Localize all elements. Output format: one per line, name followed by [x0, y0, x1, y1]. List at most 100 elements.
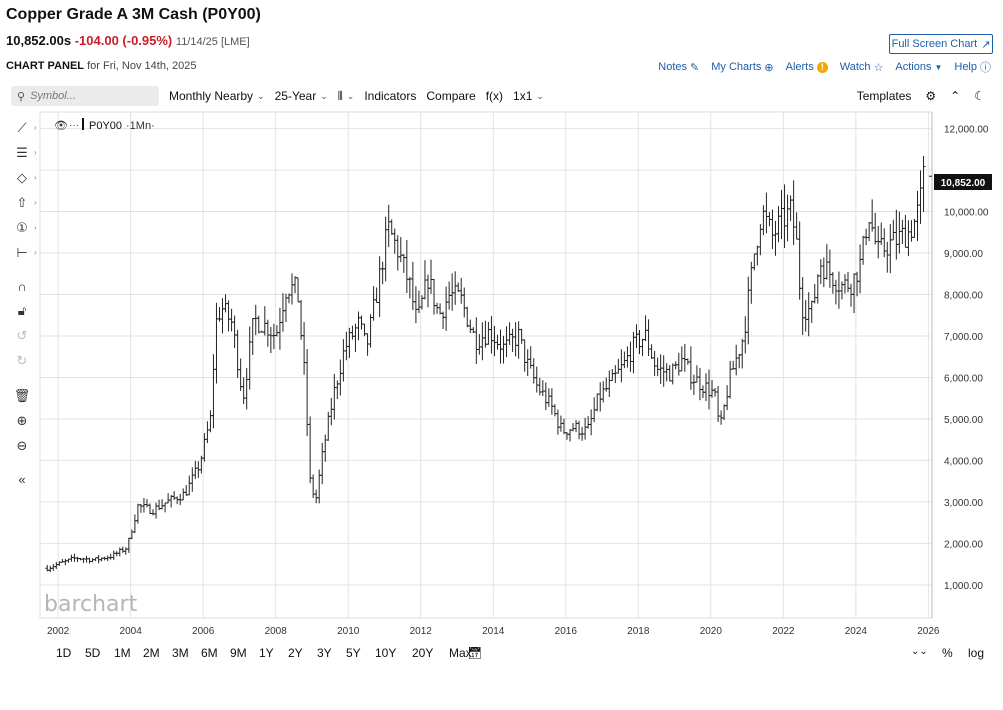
zoom-out-icon[interactable]: ⊖ [16, 438, 28, 453]
number-tool-icon[interactable]: ① › [16, 220, 37, 235]
period-6m[interactable]: 6M [201, 646, 218, 660]
chart-type-select[interactable]: ⫴ ⌄ [338, 89, 355, 104]
question-icon: ⓘ [980, 62, 991, 74]
undo-icon[interactable]: ↺ [16, 328, 28, 343]
layout-label: 1x1 [513, 89, 533, 103]
indicators-button[interactable]: Indicators [364, 89, 416, 103]
log-toggle[interactable]: log [968, 646, 985, 660]
notes-link[interactable]: Notes ✎ [658, 61, 699, 74]
ohlc-bar [320, 442, 325, 485]
collapse-icon[interactable]: ⌃ [950, 89, 961, 103]
period-9m[interactable]: 9M [230, 646, 247, 660]
ohlc-bar [755, 245, 760, 266]
percent-toggle[interactable]: % [942, 646, 953, 660]
ohlc-bar [453, 271, 458, 305]
ohlc-bar [486, 321, 491, 345]
symbol-search[interactable]: ⚲ Symbol... [11, 86, 159, 106]
ohlc-bar [450, 273, 455, 311]
ohlc-bar [368, 314, 373, 348]
period-5y[interactable]: 5Y [346, 646, 361, 660]
watch-link[interactable]: Watch ☆ [840, 61, 884, 74]
ohlc-bar [51, 563, 56, 571]
ohlc-bar [785, 194, 790, 242]
chart-panel-date: for Fri, Nov 14th, 2025 [87, 60, 197, 72]
ohlc-bar [725, 385, 730, 411]
chart-panel-label: CHART PANEL for Fri, Nov 14th, 2025 [6, 60, 197, 72]
ohlc-bar [253, 304, 258, 336]
ohlc-bar [226, 300, 231, 332]
y-tick-label: 1,000.00 [944, 581, 983, 592]
zoom-in-icon[interactable]: ⊕ [16, 413, 28, 428]
ohlc-bar [900, 219, 905, 245]
period-2y[interactable]: 2Y [288, 646, 303, 660]
ohlc-bar [314, 489, 319, 504]
more-dots-icon[interactable]: ··· [69, 120, 79, 131]
trash-icon[interactable]: 🗑︎ [13, 388, 31, 403]
ohlc-bar [833, 279, 838, 305]
layout-select[interactable]: 1x1 ⌄ [513, 89, 544, 103]
period-3y[interactable]: 3Y [317, 646, 332, 660]
ohlc-bar [731, 360, 736, 370]
shape-tool-icon[interactable]: ◇ › [17, 170, 37, 185]
arrow-tool-icon[interactable]: ⇧ › [16, 195, 37, 210]
period-1m[interactable]: 1M [114, 646, 131, 660]
y-tick-label: 2,000.00 [944, 539, 983, 550]
measure-tool-icon[interactable]: ⊢ › [16, 245, 37, 260]
magnet-icon[interactable]: ∩ [17, 278, 27, 294]
range-select[interactable]: 25-Year ⌄ [275, 89, 328, 103]
ohlc-bar [302, 322, 307, 375]
period-5d[interactable]: 5D [85, 646, 101, 660]
actions-menu[interactable]: Actions ▼ [895, 61, 942, 73]
ohlc-bar [268, 327, 273, 354]
period-1y[interactable]: 1Y [259, 646, 274, 660]
search-input[interactable]: Symbol... [30, 90, 76, 102]
price-badge-text: 10,852.00 [941, 178, 986, 189]
ohlc-bar [740, 338, 745, 369]
expand-arrow-icon: ↗ [981, 38, 991, 51]
my-charts-link[interactable]: My Charts ⊕ [711, 61, 773, 74]
alerts-link[interactable]: Alerts! [786, 61, 828, 73]
compare-button[interactable]: Compare [426, 89, 475, 103]
unlock-icon[interactable]: 🔓︎ [17, 303, 27, 318]
ohlc-bar [398, 237, 403, 263]
ohlc-bar [761, 205, 766, 236]
ohlc-bar [290, 273, 295, 305]
trendline-tool-icon[interactable]: ⟋ › [17, 120, 37, 135]
ohlc-bar [163, 502, 168, 513]
ohlc-bar [474, 317, 479, 364]
aggregation-select[interactable]: Monthly Nearby ⌄ [169, 89, 265, 103]
period-max[interactable]: Max [449, 646, 472, 660]
notes-label: Notes [658, 61, 688, 73]
help-link[interactable]: Help ⓘ [954, 59, 991, 75]
calendar-icon[interactable]: 📅︎ [467, 646, 483, 660]
full-screen-chart-button[interactable]: Full Screen Chart ↗ [889, 34, 993, 54]
fib-tool-icon[interactable]: ☰ › [16, 145, 37, 160]
ohlc-bar [827, 249, 832, 288]
ohlc-bar [187, 475, 192, 496]
gear-icon[interactable]: ⚙ [925, 89, 937, 103]
x-tick-label: 2006 [192, 626, 215, 637]
redo-icon[interactable]: ↻ [16, 353, 28, 368]
period-20y[interactable]: 20Y [412, 646, 434, 660]
templates-button[interactable]: Templates [856, 89, 912, 103]
collapse-tools-icon[interactable]: « [18, 471, 26, 487]
ohlc-bar [432, 278, 437, 315]
period-3m[interactable]: 3M [172, 646, 189, 660]
ohlc-bars [45, 155, 926, 573]
ohlc-bar [870, 199, 875, 232]
period-2m[interactable]: 2M [143, 646, 160, 660]
period-1d[interactable]: 1D [56, 646, 72, 660]
ohlc-bar [190, 467, 195, 492]
price-change: -104.00 (-0.95%) [74, 33, 173, 48]
y-tick-label: 9,000.00 [944, 249, 983, 260]
ohlc-bar [277, 307, 282, 350]
ohlc-bar [894, 209, 899, 260]
dark-mode-icon[interactable]: ☾ [974, 89, 985, 103]
double-chevron-down-icon[interactable]: ⌄⌄ [911, 646, 928, 657]
ohlc-bar [682, 343, 687, 372]
period-10y[interactable]: 10Y [375, 646, 397, 660]
ohlc-bar [250, 318, 255, 355]
function-button[interactable]: f(x) [486, 89, 503, 103]
eye-icon[interactable]: 👁︎ [54, 120, 68, 132]
